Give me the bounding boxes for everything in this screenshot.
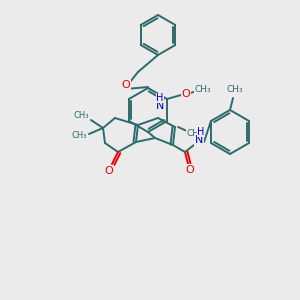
Text: H: H bbox=[197, 127, 205, 137]
Text: O: O bbox=[186, 165, 194, 175]
Text: CH₃: CH₃ bbox=[71, 131, 87, 140]
Text: CH₃: CH₃ bbox=[187, 128, 203, 137]
Text: N: N bbox=[195, 135, 203, 145]
Text: CH₃: CH₃ bbox=[195, 85, 212, 94]
Text: N: N bbox=[156, 101, 164, 111]
Text: O: O bbox=[182, 89, 190, 99]
Text: O: O bbox=[105, 166, 113, 176]
Text: O: O bbox=[122, 80, 130, 90]
Text: CH₃: CH₃ bbox=[73, 110, 89, 119]
Text: CH₃: CH₃ bbox=[227, 85, 243, 94]
Text: H: H bbox=[156, 93, 164, 103]
